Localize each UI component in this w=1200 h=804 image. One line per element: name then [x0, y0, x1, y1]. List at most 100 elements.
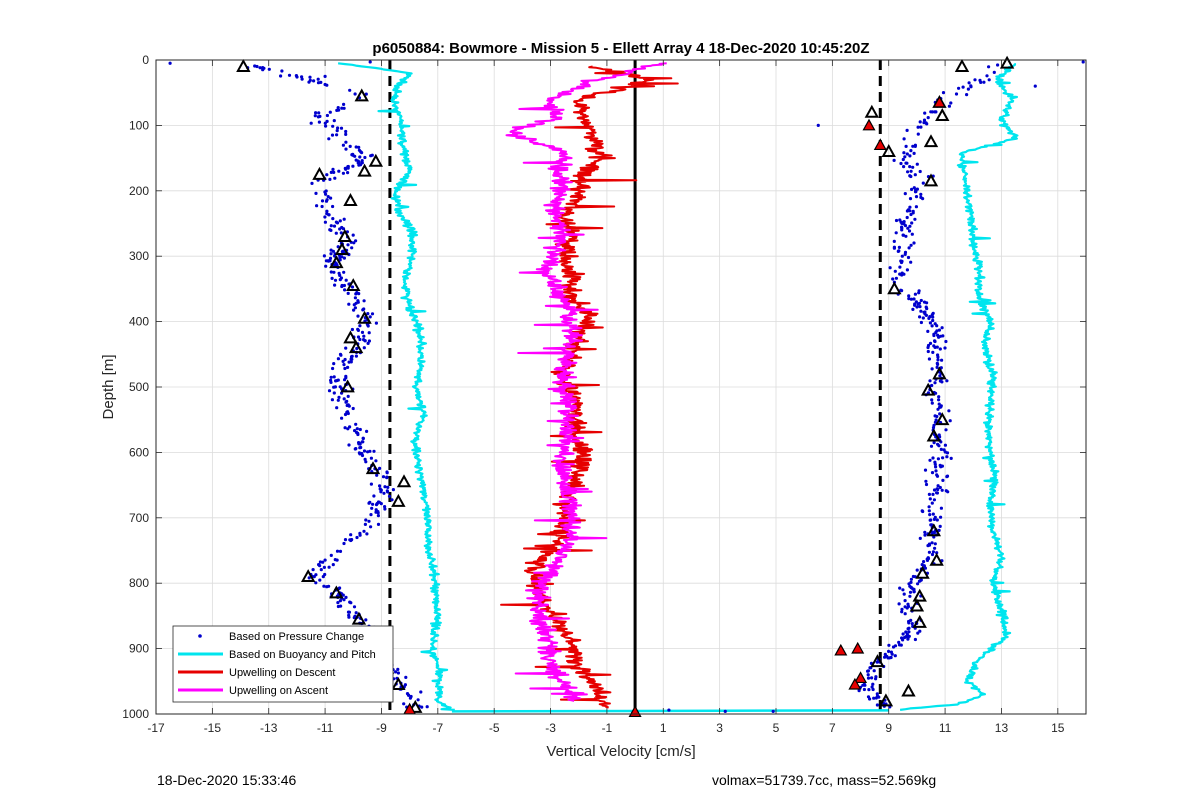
pressure-point-right — [932, 488, 937, 492]
pressure-point-left — [357, 292, 361, 296]
open-triangle-marker — [343, 330, 358, 344]
pressure-point-right — [933, 460, 937, 464]
pressure-point-left — [369, 482, 373, 486]
pressure-point-right — [924, 479, 928, 483]
pressure-point-left — [366, 312, 370, 316]
pressure-point-left — [330, 398, 334, 402]
pressure-point-right — [905, 215, 909, 220]
pressure-point-left — [338, 586, 342, 590]
open-triangle-marker — [391, 493, 406, 507]
pressure-point-left — [369, 456, 373, 460]
open-triangle-marker — [923, 173, 939, 187]
pressure-point-left — [325, 119, 329, 123]
pressure-point-right — [982, 80, 986, 84]
pressure-point-left — [331, 124, 335, 128]
x-tick-label: -17 — [147, 721, 165, 735]
pressure-point-left — [369, 154, 373, 158]
legend-entry-label: Based on Buoyancy and Pitch — [229, 649, 376, 661]
pressure-point-left — [317, 111, 321, 115]
pressure-point-outlier — [771, 709, 775, 713]
pressure-point-left — [376, 511, 380, 515]
pressure-point-right — [926, 116, 930, 120]
filled-triangle-marker — [848, 677, 862, 690]
pressure-point-left — [352, 308, 356, 312]
pressure-point-left — [328, 256, 333, 260]
pressure-point-left — [333, 176, 337, 180]
pressure-point-outlier — [168, 61, 172, 65]
pressure-point-left — [294, 74, 298, 78]
pressure-point-right — [909, 260, 913, 264]
pressure-point-right — [940, 464, 945, 468]
pressure-point-left — [323, 220, 327, 224]
pressure-point-left — [425, 705, 429, 709]
pressure-point-right — [916, 125, 920, 129]
pressure-point-left — [346, 365, 350, 369]
legend-entry-label: Upwelling on Ascent — [229, 685, 328, 697]
pressure-point-left — [318, 114, 322, 118]
pressure-point-right — [936, 484, 940, 488]
pressure-point-right — [940, 488, 944, 492]
open-triangle-marker — [396, 474, 412, 488]
pressure-point-left — [362, 346, 366, 350]
pressure-point-left — [396, 671, 400, 675]
pressure-point-right — [928, 497, 932, 501]
pressure-point-right — [932, 498, 937, 502]
filled-triangle-marker — [851, 641, 865, 654]
open-triangle-marker — [334, 242, 350, 256]
y-tick-label: 200 — [129, 184, 149, 198]
pressure-point-right — [866, 669, 870, 673]
pressure-point-left — [363, 457, 367, 461]
pressure-point-right — [897, 249, 901, 253]
pressure-point-left — [331, 563, 335, 567]
pressure-point-right — [911, 144, 915, 148]
pressure-point-right — [906, 226, 910, 230]
pressure-point-left — [329, 224, 333, 228]
pressure-point-right — [909, 243, 913, 247]
pressure-point-left — [346, 427, 350, 431]
pressure-point-left — [338, 549, 343, 554]
pressure-point-left — [262, 66, 266, 70]
pressure-point-right — [931, 318, 935, 323]
pressure-point-right — [923, 310, 927, 314]
pressure-point-right — [899, 288, 903, 292]
pressure-point-left — [312, 575, 316, 579]
pressure-point-left — [361, 436, 365, 441]
pressure-point-right — [937, 528, 941, 533]
pressure-point-right — [938, 374, 942, 378]
pressure-point-right — [857, 689, 861, 693]
pressure-point-left — [321, 575, 325, 579]
pressure-point-right — [906, 636, 910, 640]
pressure-point-left — [327, 213, 331, 217]
pressure-point-right — [936, 442, 940, 446]
pressure-point-right — [922, 564, 926, 568]
pressure-point-left — [329, 270, 333, 274]
pressure-point-right — [943, 346, 947, 350]
pressure-point-left — [327, 565, 331, 569]
pressure-point-left — [339, 231, 343, 235]
pressure-point-right — [915, 568, 919, 572]
pressure-point-left — [364, 618, 368, 622]
pressure-point-left — [362, 529, 366, 533]
pressure-point-right — [902, 592, 906, 596]
pressure-point-right — [928, 315, 932, 319]
pressure-point-right — [901, 632, 905, 636]
pressure-point-left — [320, 204, 324, 209]
y-tick-label: 900 — [129, 642, 149, 656]
pressure-point-right — [931, 550, 936, 554]
pressure-point-left — [358, 155, 362, 159]
pressure-point-right — [945, 475, 949, 479]
pressure-point-left — [342, 397, 346, 401]
pressure-point-right — [893, 654, 897, 658]
pressure-point-right — [867, 688, 871, 692]
pressure-point-left — [321, 560, 325, 564]
open-triangle-marker — [357, 310, 372, 324]
x-tick-label: 1 — [660, 721, 667, 735]
pressure-point-right — [893, 269, 897, 273]
pressure-point-left — [356, 314, 360, 318]
y-tick-label: 800 — [129, 576, 149, 590]
pressure-point-left — [307, 576, 311, 580]
pressure-point-right — [932, 441, 936, 445]
pressure-point-right — [877, 695, 881, 699]
pressure-point-left — [350, 246, 354, 250]
pressure-point-left — [344, 595, 348, 600]
